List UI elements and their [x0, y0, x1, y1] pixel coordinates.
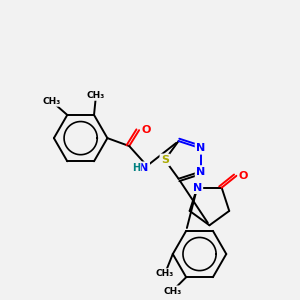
Text: CH₃: CH₃	[163, 286, 182, 296]
Text: H: H	[132, 163, 140, 173]
Text: N: N	[193, 183, 202, 193]
Text: O: O	[239, 171, 248, 181]
Text: N: N	[196, 143, 205, 153]
Text: N: N	[140, 163, 149, 173]
Text: CH₃: CH₃	[156, 269, 174, 278]
Text: O: O	[141, 125, 151, 135]
Text: CH₃: CH₃	[42, 97, 61, 106]
Text: N: N	[196, 167, 205, 177]
Text: CH₃: CH₃	[87, 91, 105, 100]
Text: S: S	[161, 155, 169, 165]
